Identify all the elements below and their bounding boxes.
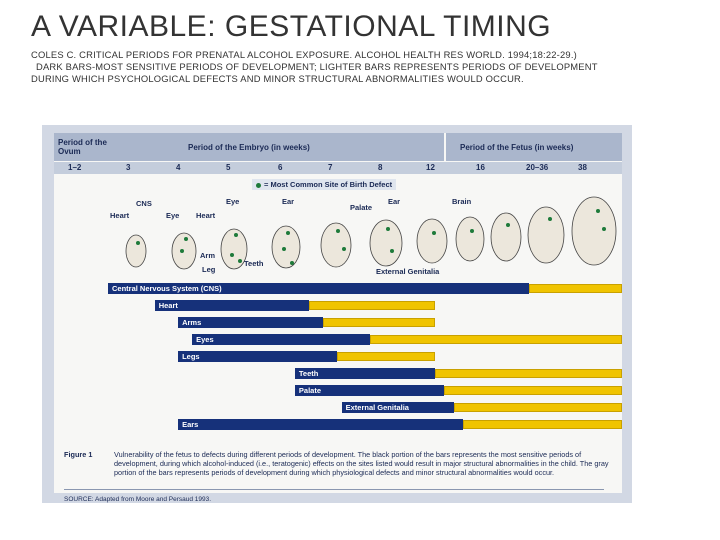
- figure-source: SOURCE: Adapted from Moore and Persaud 1…: [64, 496, 212, 503]
- bar-row: Ears: [54, 419, 622, 430]
- header-fetus: Period of the Fetus (in weeks): [446, 133, 622, 161]
- week-label: 12: [426, 163, 435, 172]
- week-label: 38: [578, 163, 587, 172]
- bar-dark-segment: [178, 419, 464, 430]
- bar-light-segment: [528, 284, 622, 293]
- bar-label: Legs: [182, 352, 200, 361]
- bar-row: Central Nervous System (CNS): [54, 283, 622, 294]
- bar-light-segment: [369, 335, 622, 344]
- bar-dark-segment: [178, 351, 337, 362]
- bar-dark-segment: [154, 300, 309, 311]
- bar-label: Teeth: [298, 369, 319, 378]
- bar-light-segment: [336, 352, 436, 361]
- organ-label-leg: Leg: [202, 265, 216, 274]
- slide-title: A VARIABLE: GESTATIONAL TIMING: [31, 10, 552, 43]
- organ-label-brain: Brain: [452, 197, 472, 206]
- organ-label-eye2: Eye: [226, 197, 240, 206]
- organ-label-arm: Arm: [200, 251, 216, 260]
- bar-light-segment: [435, 369, 622, 378]
- bar-light-segment: [308, 301, 436, 310]
- organ-label-teeth: Teeth: [244, 259, 264, 268]
- organ-label-genitalia: External Genitalia: [376, 267, 440, 276]
- bar-label: Central Nervous System (CNS): [112, 284, 222, 293]
- bar-row: Heart: [54, 300, 622, 311]
- bar-dark-segment: [108, 283, 529, 294]
- organ-label-cns: CNS: [136, 199, 152, 208]
- caption-rule: [64, 489, 604, 490]
- week-label: 16: [476, 163, 485, 172]
- organ-label-heart1: Heart: [110, 211, 130, 220]
- organ-label-palate: Palate: [350, 203, 373, 212]
- embryo-illustrations: [125, 196, 617, 270]
- bar-row: Legs: [54, 351, 622, 362]
- header-embryo: Period of the Embryo (in weeks): [108, 133, 444, 161]
- legend-text: = Most Common Site of Birth Defect: [264, 180, 393, 189]
- figure-image: Period of the Ovum Period of the Embryo …: [42, 125, 632, 503]
- bar-light-segment: [322, 318, 436, 327]
- bar-label: External Genitalia: [345, 403, 409, 412]
- bar-light-segment: [463, 420, 622, 429]
- bar-row: External Genitalia: [54, 402, 622, 413]
- week-label: 5: [226, 163, 231, 172]
- bar-row: Arms: [54, 317, 622, 328]
- week-label: 6: [278, 163, 283, 172]
- bar-label: Eyes: [196, 335, 214, 344]
- bar-label: Heart: [158, 301, 178, 310]
- caption-text: Vulnerability of the fetus to defects du…: [114, 450, 609, 477]
- week-label: 7: [328, 163, 333, 172]
- note-line-1: DARK BARS-MOST SENSITIVE PERIODS OF DEVE…: [36, 61, 598, 72]
- bar-dark-segment: [294, 385, 445, 396]
- week-label: 8: [378, 163, 383, 172]
- bar-dark-segment: [178, 317, 323, 328]
- organ-label-eye1: Eye: [166, 211, 180, 220]
- bar-row: Eyes: [54, 334, 622, 345]
- bar-light-segment: [444, 386, 622, 395]
- figure-panel: Period of the Ovum Period of the Embryo …: [54, 133, 622, 503]
- note-line-2: DURING WHICH PSYCHOLOGICAL DEFECTS AND M…: [31, 73, 524, 84]
- week-label: 20–36: [526, 163, 549, 172]
- organ-label-ear1: Ear: [282, 197, 295, 206]
- bar-dark-segment: [341, 402, 454, 413]
- bar-light-segment: [453, 403, 622, 412]
- defect-legend: = Most Common Site of Birth Defect: [252, 179, 397, 190]
- bar-dark-segment: [192, 334, 370, 345]
- bar-dark-segment: [294, 368, 436, 379]
- bar-label: Arms: [182, 318, 202, 327]
- organ-label-heart2: Heart: [196, 211, 216, 220]
- organ-label-ear2: Ear: [388, 197, 401, 206]
- week-label: 1–2: [68, 163, 82, 172]
- week-label: 3: [126, 163, 131, 172]
- weeks-row: 1–2 3 4 5 6 7 8 12 16 20–36 38: [54, 162, 622, 174]
- citation-text: COLES C. CRITICAL PERIODS FOR PRENATAL A…: [31, 49, 577, 60]
- header-ovum: Period of the Ovum: [54, 133, 110, 161]
- bar-label: Palate: [298, 386, 322, 395]
- caption-label: Figure 1: [64, 450, 93, 459]
- defect-dot-icon: [256, 182, 261, 188]
- bar-label: Ears: [182, 420, 199, 429]
- bar-row: Teeth: [54, 368, 622, 379]
- bar-row: Palate: [54, 385, 622, 396]
- week-label: 4: [176, 163, 181, 172]
